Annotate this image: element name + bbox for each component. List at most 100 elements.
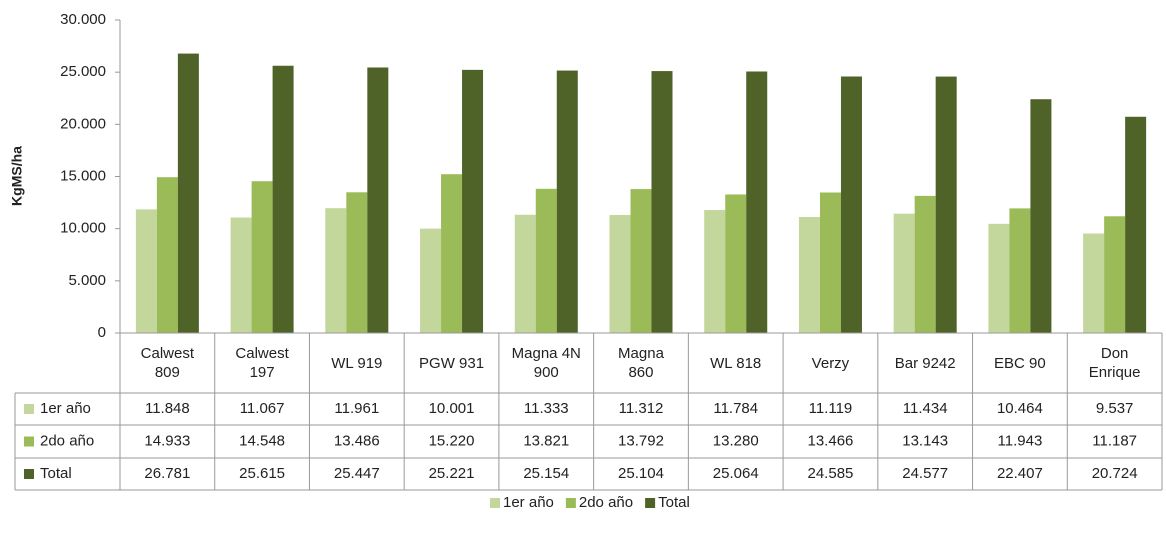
value-label: 11.943 (998, 432, 1043, 449)
bar (1125, 116, 1147, 333)
bar (441, 174, 463, 333)
value-label: 13.280 (713, 432, 759, 449)
bar (725, 194, 747, 333)
bar (914, 195, 936, 333)
value-label: 25.064 (713, 465, 759, 482)
bar (177, 53, 199, 333)
bar (556, 70, 578, 333)
value-label: 10.464 (997, 400, 1043, 417)
bar (609, 214, 631, 333)
bar (893, 213, 915, 333)
y-axis-label: KgMS/ha (9, 146, 25, 206)
value-label: 13.792 (618, 432, 664, 449)
bar (840, 76, 862, 334)
category-text: Calwest 809 (140, 345, 195, 381)
legend-key (24, 469, 34, 479)
category-text: WL 818 (710, 354, 762, 372)
category-text: Don Enrique (1088, 345, 1141, 381)
bar (156, 177, 178, 333)
y-tick-label: 20.000 (60, 115, 106, 132)
value-label: 11.784 (713, 400, 758, 417)
value-label: 13.821 (523, 432, 569, 449)
bar (514, 214, 536, 333)
category-text: EBC 90 (994, 354, 1046, 372)
legend-key (645, 498, 656, 508)
x-tick-label: WL 919 (309, 333, 404, 393)
category-cell: EBC 90 (973, 333, 1068, 393)
value-label: 25.447 (334, 465, 380, 482)
value-label: 25.104 (618, 465, 664, 482)
x-tick-label: Don Enrique (1067, 333, 1162, 393)
category-cell: Magna 860 (594, 333, 689, 393)
category-cell: WL 818 (688, 333, 783, 393)
value-label: 14.933 (144, 432, 190, 449)
bar (630, 189, 652, 333)
value-label: 11.312 (619, 400, 664, 417)
value-label: 13.143 (902, 432, 948, 449)
legend-label: 1er año (503, 494, 554, 511)
x-tick-label: Verzy (783, 333, 878, 393)
value-label: 11.434 (903, 400, 948, 417)
series-name: 1er año (40, 400, 91, 417)
x-tick-label: EBC 90 (973, 333, 1068, 393)
category-cell: Don Enrique (1067, 333, 1162, 393)
category-cell: Calwest 809 (120, 333, 215, 393)
category-cell: Calwest 197 (215, 333, 310, 393)
x-tick-label: Bar 9242 (878, 333, 973, 393)
bar (251, 181, 273, 333)
value-label: 10.001 (429, 400, 475, 417)
value-label: 13.466 (808, 432, 854, 449)
category-text: Verzy (811, 354, 850, 372)
category-text: Magna 4N 900 (511, 345, 581, 381)
x-tick-label: Calwest 197 (215, 333, 310, 393)
bar (1083, 233, 1105, 333)
category-cell: PGW 931 (404, 333, 499, 393)
value-label: 11.187 (1092, 432, 1137, 449)
y-tick-label: 0 (98, 324, 106, 341)
bar (420, 228, 442, 333)
bar (535, 188, 557, 333)
value-label: 26.781 (144, 465, 190, 482)
bar (346, 192, 368, 333)
bar (819, 192, 841, 333)
legend-key (490, 498, 500, 508)
legend-label: Total (658, 494, 690, 511)
value-label: 24.577 (902, 465, 948, 482)
y-tick-label: 10.000 (60, 220, 106, 237)
bar (746, 71, 768, 333)
value-label: 15.220 (429, 432, 475, 449)
value-label: 11.848 (145, 400, 190, 417)
value-label: 22.407 (997, 465, 1043, 482)
bar (230, 217, 252, 333)
x-tick-label: PGW 931 (404, 333, 499, 393)
category-text: WL 919 (331, 354, 383, 372)
value-label: 11.067 (240, 400, 285, 417)
value-label: 24.585 (808, 465, 854, 482)
y-tick-label: 30.000 (60, 11, 106, 28)
legend-key (24, 404, 34, 414)
value-label: 25.615 (239, 465, 285, 482)
bar (135, 209, 157, 333)
legend-key (565, 498, 576, 508)
bar (935, 76, 957, 334)
value-label: 20.724 (1092, 465, 1138, 482)
bar (1009, 208, 1031, 333)
x-tick-label: Magna 860 (594, 333, 689, 393)
x-tick-label: WL 818 (688, 333, 783, 393)
bar (1030, 99, 1052, 333)
bar (462, 69, 484, 333)
category-text: Calwest 197 (235, 345, 289, 381)
bar (1104, 216, 1126, 333)
value-label: 9.537 (1096, 400, 1134, 417)
x-tick-label: Magna 4N 900 (499, 333, 594, 393)
value-label: 25.221 (429, 465, 475, 482)
series-name: 2do año (40, 432, 94, 449)
bar (651, 71, 673, 333)
x-tick-label: Calwest 809 (120, 333, 215, 393)
y-tick-label: 5.000 (68, 272, 106, 289)
value-label: 25.154 (523, 465, 569, 482)
category-text: Magna 860 (618, 345, 664, 381)
category-text: Bar 9242 (894, 354, 956, 372)
y-tick-label: 15.000 (60, 167, 106, 184)
bar (325, 208, 347, 333)
